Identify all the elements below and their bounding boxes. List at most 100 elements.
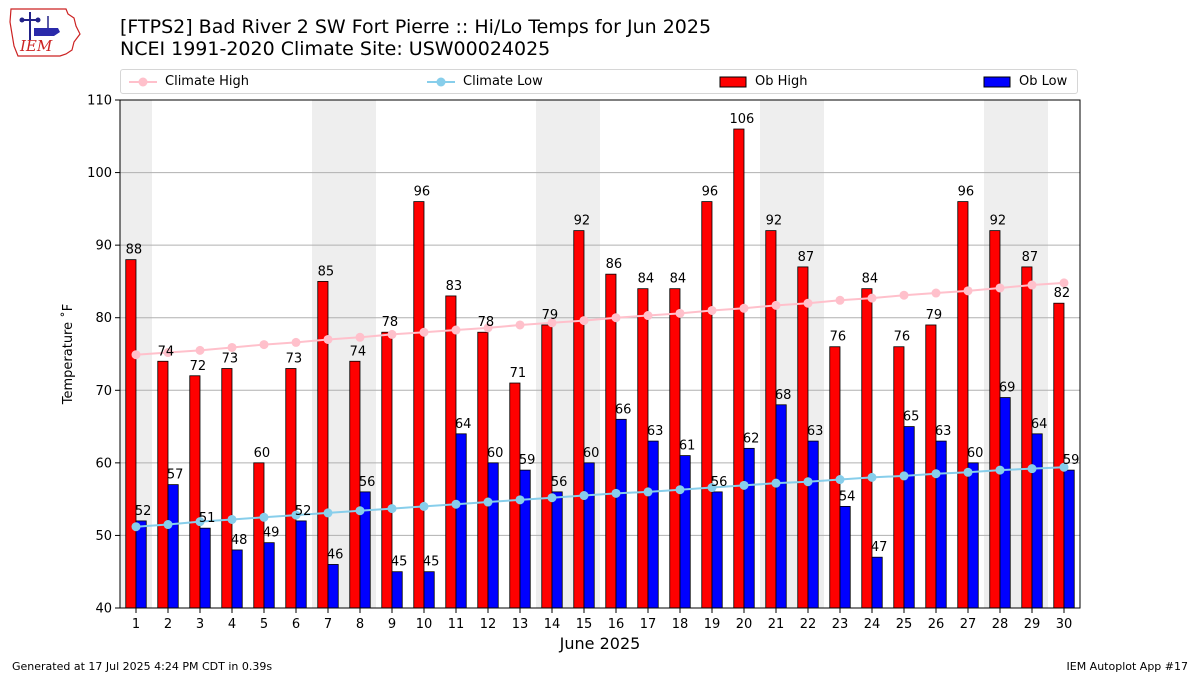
ob-low-bar (839, 505, 851, 609)
ob-low-label: 60 (487, 446, 504, 461)
ob-high-label: 92 (990, 214, 1007, 229)
ob-low-bar (1063, 469, 1075, 609)
legend-climate-low-label: Climate Low (463, 74, 543, 89)
x-tick-label: 3 (196, 617, 204, 632)
climate-high-point (643, 311, 653, 321)
ob-low-bar (199, 527, 211, 609)
ob-low-label: 45 (391, 555, 408, 570)
x-tick-label: 14 (544, 617, 561, 632)
app-label: IEM Autoplot App #17 (1066, 660, 1189, 673)
ob-low-bar (391, 571, 403, 609)
ob-low-bar (167, 484, 179, 609)
climate-high-point (835, 295, 845, 305)
ob-high-bar (765, 230, 777, 609)
x-tick-label: 13 (512, 617, 529, 632)
ob-low-bar (935, 440, 947, 609)
ob-low-label: 47 (871, 540, 888, 555)
ob-high-bar (413, 201, 425, 609)
ob-low-bar (423, 571, 435, 609)
climate-low-point (611, 488, 621, 498)
ob-high-bar (701, 201, 713, 609)
x-tick-label: 4 (228, 617, 236, 632)
ob-low-label: 60 (583, 446, 600, 461)
x-tick-label: 21 (768, 617, 785, 632)
climate-high-point (579, 316, 589, 326)
y-axis-label: Temperature ˚F (60, 304, 76, 405)
ob-high-bar (509, 382, 521, 609)
climate-low-point (771, 478, 781, 488)
ob-low-bar (711, 491, 723, 609)
climate-high-point (323, 334, 333, 344)
ob-low-bar (647, 440, 659, 609)
x-tick-label: 17 (640, 617, 657, 632)
climate-high-line (135, 281, 1065, 356)
climate-low-point (707, 483, 717, 493)
ob-high-bar (285, 368, 297, 609)
y-tick-label: 60 (95, 456, 112, 471)
ob-low-label: 45 (423, 555, 440, 570)
legend-ob-high-label: Ob High (755, 74, 808, 89)
x-tick-label: 18 (672, 617, 689, 632)
climate-high-point (611, 313, 621, 323)
ob-low-swatch-icon (983, 76, 1011, 87)
ob-high-label: 74 (158, 344, 175, 359)
ob-low-label: 51 (199, 511, 216, 526)
x-tick-label: 23 (832, 617, 849, 632)
ob-low-label: 49 (263, 526, 280, 541)
climate-low-point (995, 465, 1005, 475)
ob-high-bar (221, 368, 233, 609)
x-tick-label: 8 (356, 617, 364, 632)
climate-low-point (355, 506, 365, 516)
climate-low-point (867, 472, 877, 482)
x-tick-label: 24 (864, 617, 881, 632)
title-line-2: NCEI 1991-2020 Climate Site: USW00024025 (120, 38, 551, 60)
climate-low-point (451, 499, 461, 509)
climate-low-point (579, 491, 589, 501)
ob-low-bar (1031, 433, 1043, 609)
ob-high-bar (125, 259, 137, 609)
ob-high-label: 73 (286, 352, 303, 367)
climate-low-point (675, 485, 685, 495)
climate-high-point (803, 298, 813, 308)
x-tick-label: 29 (1024, 617, 1041, 632)
x-tick-label: 22 (800, 617, 817, 632)
x-tick-label: 1 (132, 617, 140, 632)
ob-low-label: 48 (231, 533, 248, 548)
x-tick-label: 6 (292, 617, 300, 632)
ob-low-label: 59 (1063, 453, 1080, 468)
x-tick-label: 19 (704, 617, 721, 632)
y-tick-label: 80 (95, 311, 112, 326)
ob-low-label: 61 (679, 439, 696, 454)
chart-legend: Climate High Climate Low Ob High Ob Low (120, 69, 1078, 94)
ob-low-bar (487, 462, 499, 609)
ob-high-label: 84 (670, 272, 687, 287)
ob-low-label: 46 (327, 547, 344, 562)
climate-high-point (675, 308, 685, 318)
climate-low-point (899, 471, 909, 481)
ob-low-label: 56 (711, 475, 728, 490)
legend-climate-low: Climate Low (427, 70, 543, 93)
ob-low-label: 69 (999, 381, 1016, 396)
ob-low-label: 65 (903, 410, 920, 425)
ob-high-label: 92 (766, 214, 783, 229)
climate-high-point (1059, 278, 1069, 288)
ob-high-bar (925, 324, 937, 609)
x-tick-label: 30 (1056, 617, 1073, 632)
ob-high-label: 71 (510, 366, 527, 381)
ob-low-bar (551, 491, 563, 609)
ob-low-label: 63 (647, 424, 664, 439)
ob-high-label: 106 (729, 112, 754, 127)
ob-high-bar (605, 273, 617, 609)
y-tick-label: 110 (87, 94, 112, 109)
ob-high-label: 74 (350, 344, 367, 359)
climate-low-point (195, 517, 205, 527)
ob-high-bar (445, 295, 457, 609)
climate-high-point (771, 300, 781, 310)
weather-station-icon (19, 12, 60, 40)
ob-low-label: 57 (167, 468, 184, 483)
ob-high-bar (957, 201, 969, 609)
ob-low-bar (743, 447, 755, 609)
ob-high-label: 76 (894, 330, 911, 345)
climate-low-swatch-icon (427, 77, 455, 86)
